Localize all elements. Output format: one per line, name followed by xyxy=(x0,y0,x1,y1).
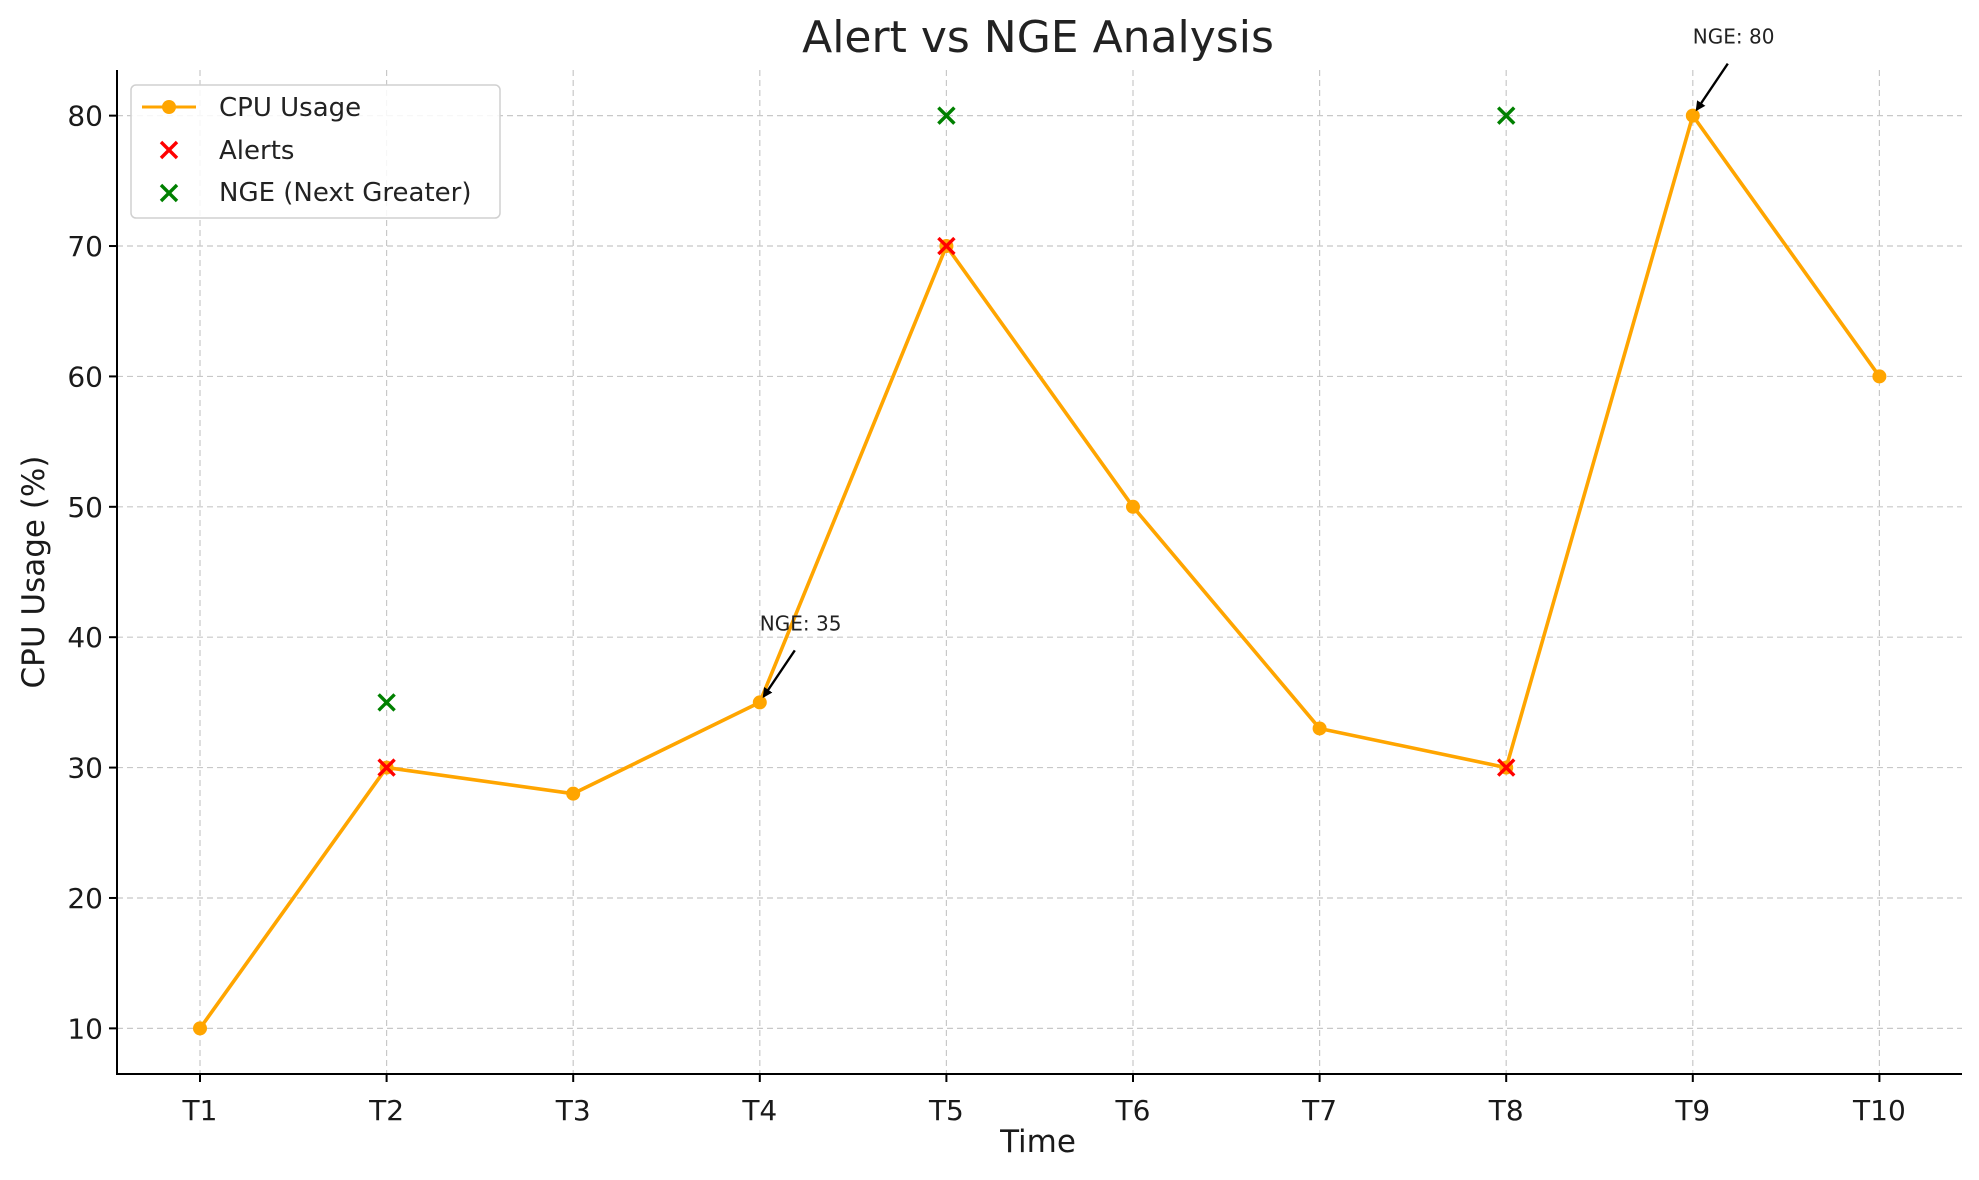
annotation-arrow-T9 xyxy=(1695,62,1729,112)
y-tick-label-40: 40 xyxy=(67,621,103,654)
cpu-usage-line xyxy=(198,113,1881,1030)
y-tick-label-70: 70 xyxy=(67,230,103,263)
x-tick-label-T8: T8 xyxy=(1488,1094,1524,1127)
cpu-usage-point-T6 xyxy=(1126,499,1140,514)
grid xyxy=(117,70,1962,1074)
x-ticks: T1 T2 T3 T4 T5 T6 T7 T8 T9 T10 xyxy=(182,1074,1906,1127)
x-tick-label-T1: T1 xyxy=(182,1094,218,1127)
annotation-arrow-T4 xyxy=(762,649,796,699)
cpu-usage-point-T10 xyxy=(1872,369,1887,384)
alert-marker-T5 xyxy=(937,236,956,256)
legend-alert-x-stroke-b xyxy=(159,140,179,160)
legend-alert-x xyxy=(159,140,179,160)
nge-marker-T5 xyxy=(937,106,956,125)
series-layer xyxy=(193,106,1887,1036)
x-axis-label: Time xyxy=(999,1124,1076,1160)
chart-title: Alert vs NGE Analysis xyxy=(802,12,1274,63)
alert-marker-T8-stroke-b xyxy=(1496,758,1516,777)
y-tick-label-10: 10 xyxy=(67,1012,103,1045)
x-tick-label-T7: T7 xyxy=(1301,1094,1337,1127)
axes xyxy=(116,70,1962,1075)
cpu-usage-point-T3 xyxy=(566,786,581,801)
y-tick-label-60: 60 xyxy=(67,360,103,393)
x-tick-label-T4: T4 xyxy=(741,1094,777,1127)
y-tick-label-20: 20 xyxy=(67,882,103,915)
legend-label-nge: NGE (Next Greater) xyxy=(219,178,471,208)
nge-marker-T5-stroke-b xyxy=(937,106,956,125)
cpu-usage-point-T9 xyxy=(1685,108,1700,123)
legend: CPU Usage Alerts NGE (Next Greater) xyxy=(130,84,501,219)
cpu-usage-point-T1 xyxy=(193,1021,207,1036)
x-tick-label-T6: T6 xyxy=(1115,1094,1151,1127)
annotation-label-T9: NGE: 80 xyxy=(1693,25,1775,49)
y-axis-label: CPU Usage (%) xyxy=(16,456,52,689)
nge-marker-T8-stroke-b xyxy=(1496,106,1516,125)
legend-label-alerts: Alerts xyxy=(219,136,294,166)
annotation-layer: NGE: 35 NGE: 80 xyxy=(760,25,1775,699)
y-tick-label-50: 50 xyxy=(67,491,103,524)
y-tick-label-80: 80 xyxy=(67,100,103,133)
x-tick-label-T3: T3 xyxy=(555,1094,591,1127)
alert-marker-T2-stroke-b xyxy=(377,758,396,777)
x-tick-label-T2: T2 xyxy=(368,1094,404,1127)
alert-marker-T8 xyxy=(1496,758,1516,777)
legend-marker-swatch xyxy=(162,100,176,114)
annotation-label-T4: NGE: 35 xyxy=(760,611,842,635)
x-tick-label-T9: T9 xyxy=(1674,1094,1710,1127)
alert-marker-T5-stroke-b xyxy=(937,236,956,256)
legend-frame xyxy=(130,84,501,219)
legend-nge-swatch xyxy=(159,183,179,203)
alert-marker-T2 xyxy=(377,758,396,777)
y-ticks: 10 20 30 40 50 60 70 80 xyxy=(67,100,117,1045)
cpu-usage-point-T4 xyxy=(752,695,767,710)
nge-marker-T2 xyxy=(377,693,396,712)
nge-marker-T2-stroke-b xyxy=(377,693,396,712)
y-tick-label-30: 30 xyxy=(67,752,103,785)
legend-label-cpu: CPU Usage xyxy=(219,93,361,123)
cpu-usage-point-T7 xyxy=(1312,721,1327,736)
legend-alert-swatch xyxy=(159,140,179,160)
nge-marker-T8 xyxy=(1496,106,1516,125)
legend-nge-x-stroke-b xyxy=(159,183,179,203)
legend-nge-x xyxy=(159,183,179,203)
x-tick-label-T10: T10 xyxy=(1852,1094,1906,1127)
x-tick-label-T5: T5 xyxy=(928,1094,964,1127)
